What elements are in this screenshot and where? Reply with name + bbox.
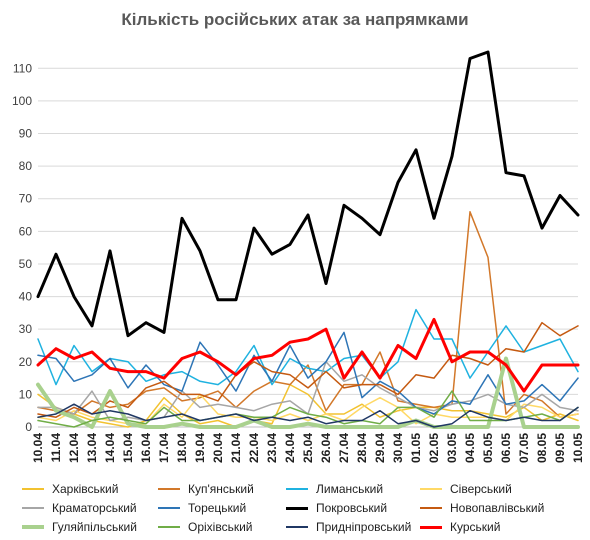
x-tick-label: 12.04 (67, 433, 81, 463)
legend-swatch (158, 507, 180, 509)
legend-item: Куп'янський (158, 482, 254, 496)
x-tick-label: 10.05 (571, 433, 585, 463)
series-line (37, 403, 579, 428)
x-tick-label: 10.04 (31, 433, 45, 463)
legend-item: Лиманський (286, 482, 383, 496)
x-tick-label: 15.04 (121, 433, 135, 463)
x-tick-label: 18.04 (175, 433, 189, 463)
series-line (37, 321, 579, 418)
y-tick-label: 10 (19, 387, 33, 401)
series-line (37, 383, 579, 428)
y-tick-label: 50 (19, 257, 33, 271)
legend-item: Новопавлівський (420, 501, 544, 515)
x-tick-label: 21.04 (229, 433, 243, 463)
series-line (37, 331, 579, 415)
x-tick-label: 02.05 (427, 433, 441, 463)
legend-swatch (420, 525, 442, 529)
legend-swatch (158, 488, 180, 490)
y-tick-label: 30 (19, 322, 33, 336)
y-axis-ticks: 0 10 20 30 40 50 60 70 80 90 100 110 (12, 61, 32, 434)
x-tick-label: 07.05 (517, 433, 531, 463)
series-line (37, 390, 579, 428)
legend-swatch (286, 526, 308, 528)
x-tick-label: 24.04 (283, 433, 297, 463)
series-line (36, 50, 580, 338)
x-tick-label: 16.04 (139, 433, 153, 463)
series-line (36, 317, 580, 393)
series-lines (36, 50, 580, 429)
x-tick-label: 13.04 (85, 433, 99, 463)
y-tick-label: 110 (13, 61, 32, 75)
legend-item: Курський (420, 520, 500, 534)
legend-swatch (22, 488, 44, 490)
legend-item: Покровський (286, 501, 387, 515)
legend-swatch (286, 506, 308, 510)
legend-swatch (420, 488, 442, 490)
legend-label: Лиманський (316, 482, 384, 496)
x-tick-label: 04.05 (463, 433, 477, 463)
legend-item: Сіверський (420, 482, 512, 496)
y-tick-label: 20 (19, 355, 33, 369)
series-line (36, 356, 580, 429)
x-tick-label: 03.05 (445, 433, 459, 463)
y-tick-label: 0 (25, 420, 32, 434)
legend-label: Краматорський (52, 501, 137, 515)
legend-swatch (420, 507, 442, 509)
legend-label: Оріхівський (188, 520, 253, 534)
legend-item: Гуляйпільський (22, 520, 137, 534)
legend-item: Краматорський (22, 501, 137, 515)
x-tick-label: 01.05 (409, 433, 423, 463)
y-tick-label: 90 (19, 127, 33, 141)
legend-label: Придніпровський (316, 520, 412, 534)
legend-item: Харківський (22, 482, 118, 496)
x-tick-label: 17.04 (157, 433, 171, 463)
x-tick-label: 14.04 (103, 433, 117, 463)
x-tick-label: 05.05 (481, 433, 495, 463)
y-tick-label: 70 (19, 192, 33, 206)
y-tick-label: 60 (19, 224, 33, 238)
x-axis-ticks: 10.04 11.04 12.04 13.04 14.04 15.04 16.04 17.04… (31, 433, 585, 463)
x-tick-label: 25.04 (301, 433, 315, 463)
legend-label: Курський (450, 520, 501, 534)
y-tick-label: 80 (19, 159, 33, 173)
legend-swatch (286, 488, 308, 490)
y-tick-label: 40 (19, 290, 33, 304)
x-tick-label: 11.04 (49, 433, 63, 463)
x-tick-label: 28.04 (355, 433, 369, 463)
legend-label: Гуляйпільський (52, 520, 137, 534)
chart-title: Кількість російських атак за напрямками (121, 10, 469, 29)
legend-item: Придніпровський (286, 520, 411, 534)
x-tick-label: 20.04 (211, 433, 225, 463)
x-tick-label: 19.04 (193, 433, 207, 463)
x-tick-label: 27.04 (337, 433, 351, 463)
y-tick-label: 100 (12, 94, 32, 108)
legend-label: Торецький (188, 501, 247, 515)
legend-label: Сіверський (450, 482, 512, 496)
legend-label: Харківський (52, 482, 119, 496)
legend-swatch (22, 525, 44, 529)
x-tick-label: 08.05 (535, 433, 549, 463)
legend-item: Оріхівський (158, 520, 253, 534)
x-tick-label: 06.05 (499, 433, 513, 463)
legend-label: Новопавлівський (450, 501, 545, 515)
series-line (37, 211, 579, 418)
x-tick-label: 29.04 (373, 433, 387, 463)
gridlines (38, 67, 578, 428)
x-tick-label: 26.04 (319, 433, 333, 463)
legend-swatch (22, 507, 44, 509)
x-tick-label: 22.04 (247, 433, 261, 463)
line-chart: 0 10 20 30 40 50 60 70 80 90 100 110 10.04 11.04 12.0… (12, 50, 585, 463)
legend-swatch (158, 526, 180, 528)
legend-label: Куп'янський (188, 482, 254, 496)
x-tick-label: 23.04 (265, 433, 279, 463)
legend-item: Торецький (158, 501, 246, 515)
x-tick-label: 09.05 (553, 433, 567, 463)
legend-label: Покровський (316, 501, 388, 515)
x-tick-label: 30.04 (391, 433, 405, 463)
